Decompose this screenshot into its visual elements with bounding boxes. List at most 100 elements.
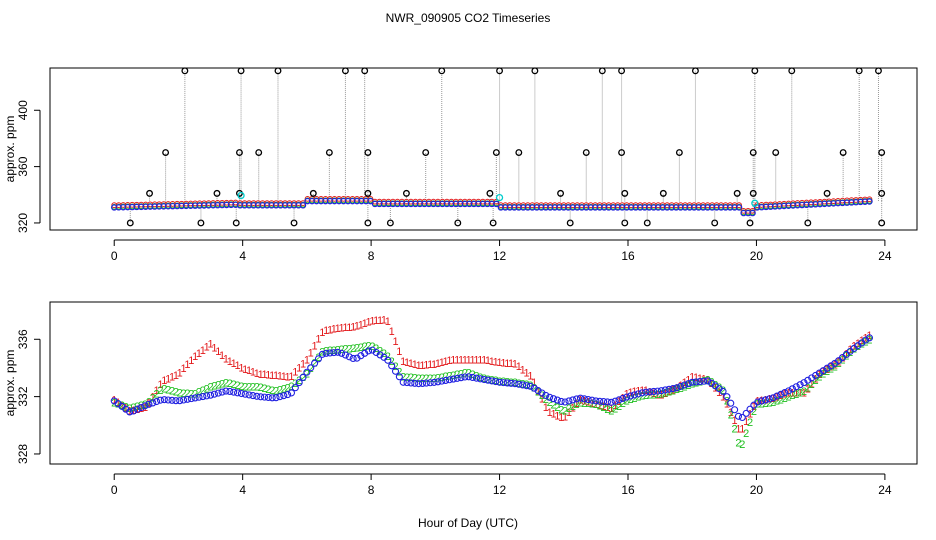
bottom-point-sensor-3 (549, 395, 558, 403)
bottom-point-sensor-3 (264, 393, 272, 402)
bottom-point-sensor-3 (191, 394, 199, 402)
bottom-point-sensor-1: 1 (242, 364, 248, 376)
bottom-point-sensor-3 (688, 378, 696, 386)
top-x-tick-label: 8 (368, 249, 375, 263)
bottom-point-sensor-2: 2 (631, 393, 637, 405)
bottom-point-sensor-1: 1 (601, 401, 607, 413)
top-spike-mid-point (618, 149, 626, 156)
bottom-point-sensor-3 (311, 359, 319, 367)
bottom-point-sensor-1: 1 (639, 385, 645, 397)
bottom-point-sensor-3 (600, 398, 608, 406)
bottom-point-sensor-3 (642, 388, 650, 396)
bottom-point-sensor-1: 1 (751, 401, 757, 413)
bottom-point-sensor-3 (226, 387, 234, 396)
bottom-point-sensor-1: 1 (708, 378, 714, 390)
bottom-point-sensor-2: 2 (577, 397, 583, 409)
bottom-point-sensor-1: 1 (701, 374, 707, 386)
bottom-point-sensor-2: 2 (207, 382, 213, 394)
bottom-point-sensor-2: 2 (408, 372, 414, 384)
bottom-point-sensor-3 (260, 393, 269, 401)
top-spike-mid-point (236, 149, 243, 156)
bottom-point-sensor-3 (611, 397, 619, 405)
bottom-point-sensor-2: 2 (785, 392, 791, 404)
bottom-point-sensor-1: 1 (419, 360, 425, 372)
bottom-point-sensor-1: 1 (851, 341, 857, 353)
bottom-point-sensor-3 (677, 382, 685, 390)
bottom-point-sensor-3 (465, 373, 473, 381)
bottom-point-sensor-3 (307, 364, 315, 372)
bottom-point-sensor-2: 2 (500, 376, 506, 388)
bottom-point-sensor-2: 2 (843, 351, 849, 363)
bottom-point-sensor-1: 1 (319, 327, 325, 339)
bottom-point-sensor-3 (661, 386, 669, 394)
bottom-point-sensor-1: 1 (855, 338, 861, 350)
bottom-point-sensor-2: 2 (115, 399, 121, 411)
top-spike-high-point (618, 67, 626, 75)
bottom-point-sensor-3 (796, 381, 804, 389)
bottom-point-sensor-2: 2 (601, 402, 607, 414)
top-dip-point (386, 219, 394, 227)
bottom-point-sensor-3 (503, 379, 511, 387)
bottom-point-sensor-2: 2 (593, 399, 599, 411)
top-y-tick-label: 320 (16, 213, 30, 233)
top-spike-mid-point (772, 149, 780, 156)
bottom-point-sensor-2: 2 (720, 385, 726, 397)
bottom-point-sensor-3 (596, 397, 604, 405)
bottom-point-sensor-1: 1 (238, 362, 244, 374)
bottom-point-sensor-2: 2 (701, 376, 707, 388)
bottom-point-sensor-3 (684, 380, 692, 388)
bottom-point-sensor-3 (680, 381, 689, 389)
bottom-point-sensor-1: 1 (292, 367, 298, 379)
bottom-point-sensor-2: 2 (732, 424, 738, 436)
top-spike-low-point (146, 189, 153, 197)
bottom-point-sensor-3 (418, 379, 427, 387)
bottom-point-sensor-1: 1 (416, 360, 422, 372)
bottom-point-sensor-2: 2 (470, 369, 476, 381)
bottom-point-sensor-2: 2 (801, 386, 807, 398)
bottom-point-sensor-2: 2 (639, 391, 645, 403)
bottom-point-sensor-3 (653, 387, 662, 395)
bottom-point-sensor-1: 1 (643, 385, 649, 397)
bottom-point-sensor-1: 1 (296, 363, 302, 375)
bottom-point-sensor-2: 2 (154, 389, 160, 401)
bottom-point-sensor-3 (257, 393, 265, 401)
bottom-point-sensor-1: 1 (755, 396, 761, 408)
bottom-point-sensor-2: 2 (504, 377, 510, 389)
bottom-point-sensor-1: 1 (315, 334, 321, 346)
bottom-point-sensor-3 (461, 373, 469, 381)
bottom-point-sensor-1: 1 (354, 321, 360, 333)
bottom-point-sensor-2: 2 (674, 384, 680, 396)
bottom-point-sensor-2: 2 (797, 387, 803, 399)
bottom-point-sensor-3 (765, 395, 773, 403)
bottom-y-tick-label: 336 (16, 329, 30, 349)
bottom-point-sensor-2: 2 (134, 401, 140, 413)
bottom-point-sensor-1: 1 (820, 366, 826, 378)
bottom-point-sensor-1: 1 (377, 315, 383, 327)
top-data-points (111, 67, 886, 227)
bottom-point-sensor-3 (696, 378, 704, 386)
bottom-point-sensor-1: 1 (481, 354, 487, 366)
bottom-point-sensor-2: 2 (246, 382, 252, 394)
bottom-point-sensor-3 (650, 387, 658, 396)
bottom-point-sensor-2: 2 (608, 406, 614, 418)
bottom-point-sensor-3 (153, 398, 161, 406)
bottom-point-sensor-1: 1 (554, 410, 560, 422)
bottom-point-sensor-1: 1 (520, 364, 526, 376)
bottom-point-sensor-1: 1 (470, 354, 476, 366)
bottom-point-sensor-1: 1 (392, 336, 398, 348)
bottom-point-sensor-2: 2 (346, 343, 352, 355)
bottom-point-sensor-3 (407, 379, 415, 387)
top-spike-mid-point (878, 149, 886, 156)
bottom-point-sensor-1: 1 (766, 394, 772, 406)
top-spike-high-point (237, 67, 245, 75)
bottom-point-sensor-1: 1 (527, 371, 533, 383)
bottom-point-sensor-3 (627, 392, 635, 400)
bottom-point-sensor-3 (607, 398, 615, 406)
bottom-point-sensor-2: 2 (177, 387, 183, 399)
top-spike-low-point (486, 189, 494, 197)
bottom-point-sensor-2: 2 (681, 381, 687, 393)
bottom-point-sensor-2: 2 (805, 383, 811, 395)
bottom-point-sensor-2: 2 (789, 390, 795, 402)
bottom-point-sensor-1: 1 (805, 383, 811, 395)
bottom-point-sensor-3 (176, 397, 184, 405)
